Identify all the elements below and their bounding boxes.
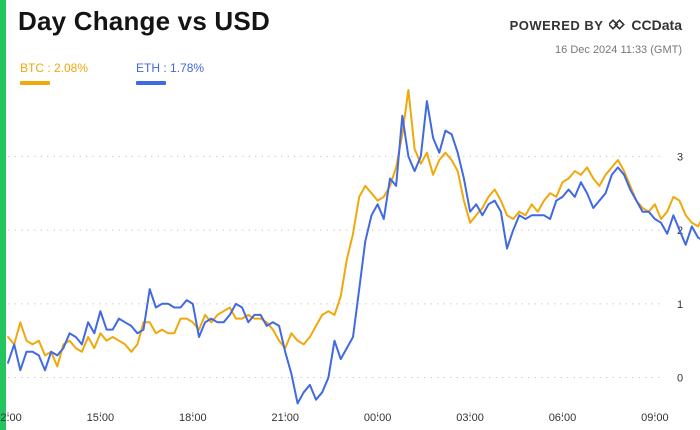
y-tick-label: 3: [677, 151, 683, 163]
legend-label-btc: BTC : 2.08%: [20, 61, 89, 75]
x-tick-label: 06:00: [549, 412, 577, 424]
chart-title: Day Change vs USD: [18, 6, 270, 36]
timestamp: 16 Dec 2024 11:33 (GMT): [555, 44, 682, 56]
x-tick-label: 12:00: [0, 412, 22, 424]
y-tick-label: 1: [677, 299, 683, 311]
brand-prefix: POWERED BY: [509, 17, 604, 33]
legend-item-btc[interactable]: BTC : 2.08%: [20, 61, 88, 85]
series-line-eth: [7, 100, 700, 405]
legend-swatch-eth: [136, 81, 167, 85]
x-tick-label: 03:00: [456, 412, 484, 424]
accent-bar: [0, 0, 6, 430]
series-line-btc: [7, 89, 700, 368]
x-tick-label: 15:00: [87, 412, 115, 424]
x-tick-label: 00:00: [364, 412, 392, 424]
y-tick-label: 0: [677, 373, 683, 385]
ccdata-logo-icon: [608, 17, 626, 33]
brand-name: CCData: [631, 17, 682, 33]
legend-swatch-btc: [20, 81, 50, 85]
x-tick-label: 21:00: [271, 412, 299, 424]
x-tick-label: 09:00: [641, 412, 669, 424]
legend-item-eth[interactable]: ETH : 1.78%: [136, 61, 204, 85]
brand-attribution: POWERED BY CCData: [510, 17, 682, 33]
legend-label-eth: ETH : 1.78%: [136, 61, 205, 75]
x-tick-label: 18:00: [179, 412, 207, 424]
chart-legend: BTC : 2.08% ETH : 1.78%: [20, 61, 204, 85]
